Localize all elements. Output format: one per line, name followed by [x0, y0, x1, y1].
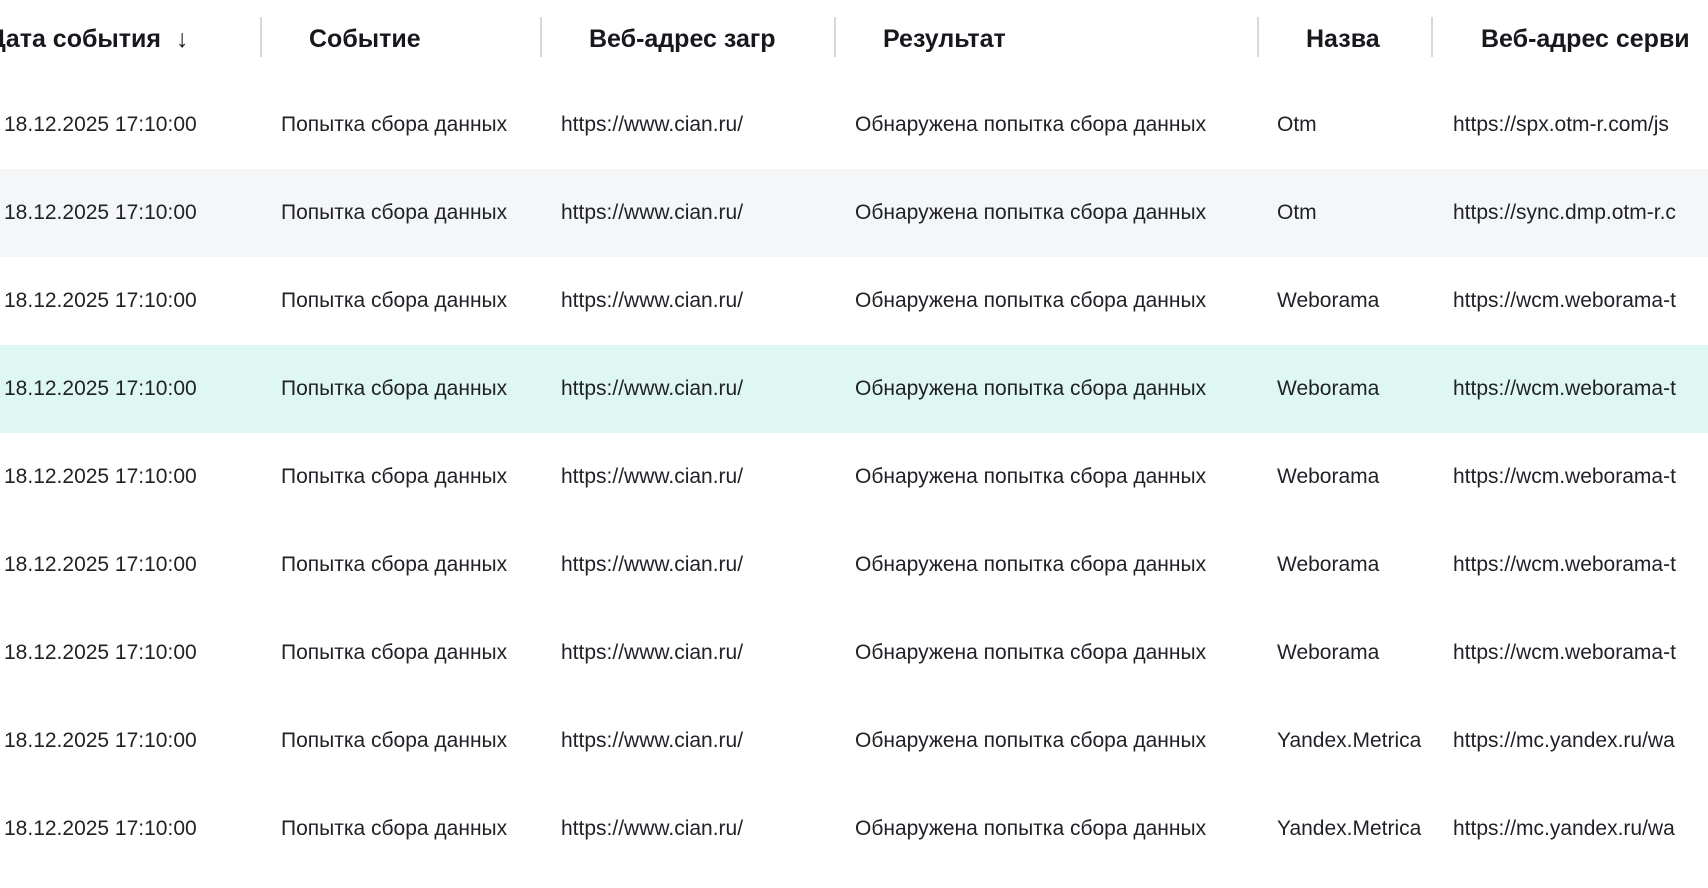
cell-date: 18.12.2025 17:10:00 [4, 113, 197, 136]
cell-service-url: https://wcm.weborama-t [1453, 289, 1676, 312]
column-header-event[interactable]: Событие [309, 25, 421, 53]
cell-date: 18.12.2025 17:10:00 [4, 377, 197, 400]
cell-result: Обнаружена попытка сбора данных [855, 377, 1207, 400]
cell-event: Попытка сбора данных [281, 113, 508, 136]
cell-date: 18.12.2025 17:10:00 [4, 817, 197, 840]
cell-load-url: https://www.cian.ru/ [561, 289, 744, 312]
column-header-load-url[interactable]: Веб-адрес загр [589, 25, 776, 53]
cell-result: Обнаружена попытка сбора данных [855, 729, 1207, 752]
column-resize-handle[interactable] [1257, 17, 1259, 57]
table-row[interactable]: 18.12.2025 17:10:00 Попытка сбора данных h… [0, 257, 1708, 345]
table-row[interactable]: 18.12.2025 17:10:00 Попытка сбора данных h… [0, 433, 1708, 521]
cell-event: Попытка сбора данных [281, 641, 508, 664]
cell-service-url: https://wcm.weborama-t [1453, 465, 1676, 488]
cell-load-url: https://www.cian.ru/ [561, 817, 744, 840]
cell-result: Обнаружена попытка сбора данных [855, 817, 1207, 840]
cell-result: Обнаружена попытка сбора данных [855, 465, 1207, 488]
cell-event: Попытка сбора данных [281, 553, 508, 576]
cell-name: Weborama [1277, 465, 1380, 488]
cell-name: Weborama [1277, 641, 1380, 664]
table-row[interactable]: 18.12.2025 17:10:00 Попытка сбора данных h… [0, 345, 1708, 433]
cell-result: Обнаружена попытка сбора данных [855, 641, 1207, 664]
column-header-result[interactable]: Результат [883, 25, 1006, 53]
cell-service-url: https://mc.yandex.ru/wa [1453, 817, 1675, 840]
cell-result: Обнаружена попытка сбора данных [855, 553, 1207, 576]
cell-event: Попытка сбора данных [281, 377, 508, 400]
cell-service-url: https://wcm.weborama-t [1453, 377, 1676, 400]
cell-date: 18.12.2025 17:10:00 [4, 553, 197, 576]
cell-event: Попытка сбора данных [281, 289, 508, 312]
column-resize-handle[interactable] [260, 17, 262, 57]
table-row[interactable]: 18.12.2025 17:10:00 Попытка сбора данных h… [0, 81, 1708, 169]
table-header: Дата события ↓ Событие Веб-адрес загр Ре… [0, 0, 1708, 81]
cell-load-url: https://www.cian.ru/ [561, 641, 744, 664]
column-resize-handle[interactable] [834, 17, 836, 57]
cell-load-url: https://www.cian.ru/ [561, 201, 744, 224]
cell-event: Попытка сбора данных [281, 201, 508, 224]
cell-date: 18.12.2025 17:10:00 [4, 641, 197, 664]
column-resize-handle[interactable] [540, 17, 542, 57]
cell-load-url: https://www.cian.ru/ [561, 377, 744, 400]
column-header-date-label: Дата события [0, 25, 161, 53]
cell-load-url: https://www.cian.ru/ [561, 113, 744, 136]
table-row[interactable]: 18.12.2025 17:10:00 Попытка сбора данных h… [0, 697, 1708, 785]
cell-event: Попытка сбора данных [281, 817, 508, 840]
table-row[interactable]: 18.12.2025 17:10:00 Попытка сбора данных h… [0, 609, 1708, 697]
cell-result: Обнаружена попытка сбора данных [855, 289, 1207, 312]
cell-result: Обнаружена попытка сбора данных [855, 113, 1207, 136]
cell-load-url: https://www.cian.ru/ [561, 729, 744, 752]
cell-event: Попытка сбора данных [281, 465, 508, 488]
cell-name: Otm [1277, 113, 1317, 136]
column-header-name[interactable]: Назва [1306, 25, 1380, 53]
cell-load-url: https://www.cian.ru/ [561, 465, 744, 488]
table-row[interactable]: 18.12.2025 17:10:00 Попытка сбора данных h… [0, 785, 1708, 873]
column-resize-handle[interactable] [1431, 17, 1433, 57]
cell-date: 18.12.2025 17:10:00 [4, 729, 197, 752]
cell-load-url: https://www.cian.ru/ [561, 553, 744, 576]
cell-name: Yandex.Metrica [1277, 817, 1422, 840]
cell-service-url: https://mc.yandex.ru/wa [1453, 729, 1675, 752]
cell-service-url: https://sync.dmp.otm-r.c [1453, 201, 1676, 224]
column-header-service-url[interactable]: Веб-адрес серви [1481, 25, 1690, 53]
table-row[interactable]: 18.12.2025 17:10:00 Попытка сбора данных h… [0, 521, 1708, 609]
arrow-down-icon[interactable]: ↓ [175, 25, 189, 53]
column-header-date[interactable]: Дата события ↓ [0, 0, 261, 81]
cell-service-url: https://wcm.weborama-t [1453, 641, 1676, 664]
cell-name: Otm [1277, 201, 1317, 224]
cell-date: 18.12.2025 17:10:00 [4, 201, 197, 224]
cell-date: 18.12.2025 17:10:00 [4, 465, 197, 488]
cell-date: 18.12.2025 17:10:00 [4, 289, 197, 312]
cell-event: Попытка сбора данных [281, 729, 508, 752]
cell-name: Weborama [1277, 553, 1380, 576]
cell-name: Weborama [1277, 377, 1380, 400]
cell-name: Yandex.Metrica [1277, 729, 1422, 752]
table-row[interactable]: 18.12.2025 17:10:00 Попытка сбора данных h… [0, 169, 1708, 257]
cell-name: Weborama [1277, 289, 1380, 312]
cell-service-url: https://wcm.weborama-t [1453, 553, 1676, 576]
cell-result: Обнаружена попытка сбора данных [855, 201, 1207, 224]
cell-service-url: https://spx.otm-r.com/js [1453, 113, 1669, 136]
